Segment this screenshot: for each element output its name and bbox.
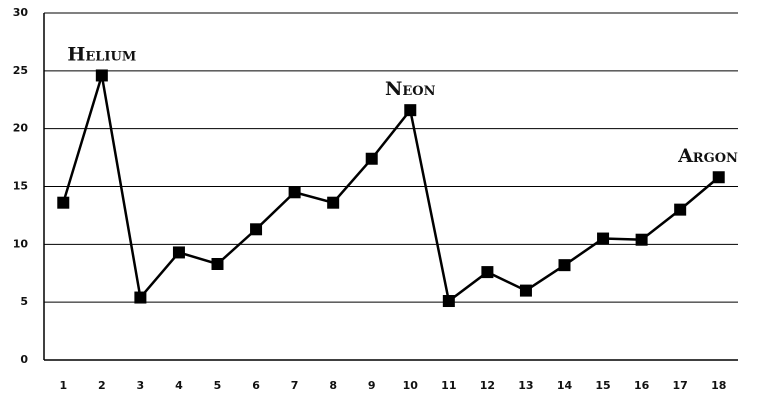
marker [712,171,725,184]
x-tick-label: 9 [368,379,376,392]
marker [211,257,224,270]
marker [481,266,494,279]
x-tick-label: 18 [711,379,726,392]
x-tick-label: 7 [291,379,299,392]
y-tick-label: 25 [13,64,28,77]
x-tick-label: 1 [59,379,67,392]
marker [558,259,571,272]
x-tick-label: 11 [441,379,456,392]
annotation: Argon [677,145,738,167]
line [62,75,720,304]
marker [404,104,417,117]
marker [288,186,301,199]
y-tick-label: 5 [20,295,28,308]
marker [134,291,147,304]
marker [250,223,263,236]
x-tick-label: 16 [634,379,650,392]
annotation: Helium [67,43,136,65]
y-tick-label: 30 [13,6,29,19]
y-tick-label: 20 [13,122,29,135]
x-tick-label: 17 [673,379,688,392]
x-tick-label: 6 [252,379,260,392]
x-tick-label: 13 [518,379,533,392]
x-tick-label: 14 [557,379,573,392]
x-tick-label: 5 [214,379,222,392]
marker [365,152,378,165]
x-tick-label: 3 [137,379,145,392]
x-tick-label: 10 [403,379,419,392]
x-tick-label: 4 [175,379,183,392]
marker [442,295,455,308]
marker [635,233,648,246]
y-tick-label: 10 [13,237,29,250]
x-tick-label: 2 [98,379,106,392]
marker [172,246,185,259]
x-tick-label: 15 [595,379,610,392]
marker [519,284,532,297]
marker [57,196,70,209]
annotation: Neon [385,78,436,100]
y-tick-label: 0 [20,353,28,366]
marker [327,196,340,209]
x-tick-label: 12 [480,379,495,392]
y-tick-label: 15 [13,180,28,193]
x-tick-label: 8 [329,379,337,392]
marker [597,232,610,245]
marker [95,69,108,82]
marker [674,203,687,216]
